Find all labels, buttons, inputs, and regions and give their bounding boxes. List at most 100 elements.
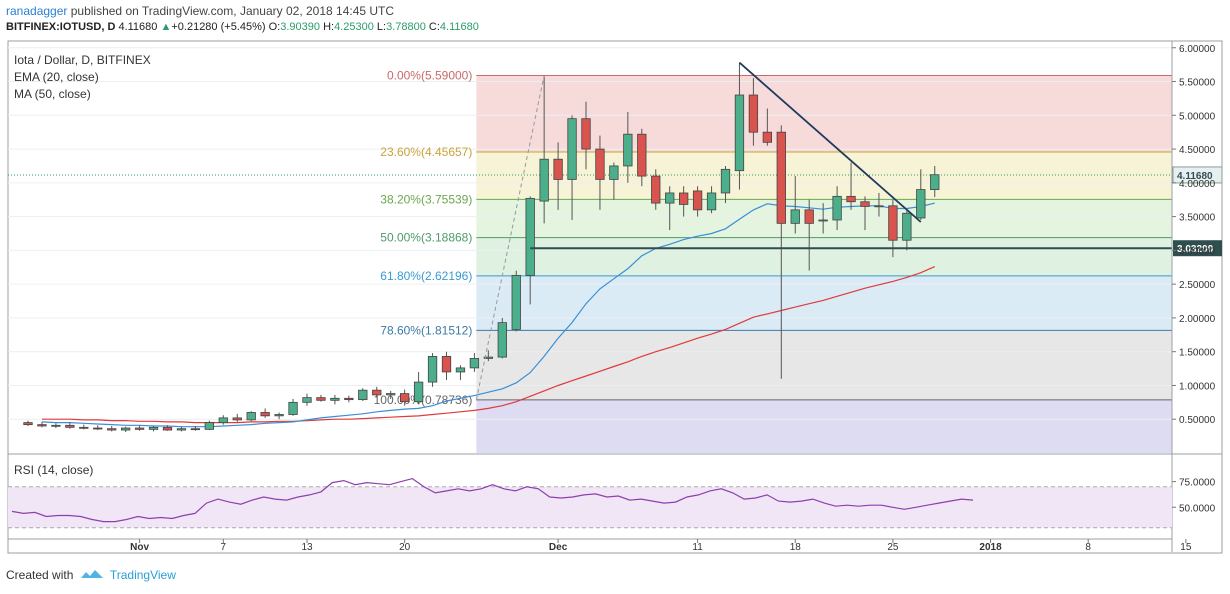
candle[interactable] <box>581 101 591 170</box>
candle[interactable] <box>679 186 689 217</box>
up-arrow-icon: ▲ <box>160 21 172 33</box>
candle[interactable] <box>455 365 466 381</box>
candle[interactable] <box>399 389 410 406</box>
candle[interactable] <box>776 125 786 379</box>
candle[interactable] <box>748 78 759 146</box>
candle-body-up <box>567 118 577 180</box>
candle[interactable] <box>107 425 117 432</box>
candle[interactable] <box>413 371 424 405</box>
candle[interactable] <box>916 169 926 220</box>
candle[interactable] <box>860 196 870 231</box>
candle[interactable] <box>330 394 340 405</box>
fib-zone <box>476 275 1173 331</box>
candle[interactable] <box>358 388 368 401</box>
y-tick-label: 5.00000 <box>1179 111 1216 122</box>
candle[interactable] <box>623 111 633 183</box>
candle-body-up <box>358 389 368 401</box>
candle[interactable] <box>79 424 89 430</box>
candle[interactable] <box>874 192 884 217</box>
tradingview-logo-icon[interactable] <box>80 569 103 580</box>
candle[interactable] <box>51 423 61 429</box>
change: +0.21280 (+5.45%) <box>171 21 266 33</box>
candle[interactable] <box>902 209 912 251</box>
candle-body-up <box>121 427 131 431</box>
candle[interactable] <box>930 165 940 198</box>
candle[interactable] <box>441 351 452 381</box>
candle[interactable] <box>246 411 256 422</box>
candle[interactable] <box>692 186 703 217</box>
candle[interactable] <box>804 199 814 271</box>
publisher-name[interactable]: ranadagger <box>6 4 68 18</box>
candle-body-down <box>37 424 47 427</box>
candle[interactable] <box>651 169 661 210</box>
candle[interactable] <box>762 108 772 146</box>
x-tick-label: 13 <box>301 542 313 553</box>
candle-body-down <box>679 192 689 205</box>
high-value: 4.25300 <box>334 21 374 33</box>
candle-body-up <box>734 94 745 172</box>
candle[interactable] <box>274 412 284 420</box>
fib-level-label: 50.00%(3.18868) <box>380 231 472 245</box>
candle[interactable] <box>483 350 494 362</box>
candle[interactable] <box>511 270 521 332</box>
tradingview-brand-link[interactable]: TradingView <box>109 568 176 582</box>
candle[interactable] <box>65 422 75 429</box>
candle-body-up <box>274 414 284 417</box>
candle-body-up <box>386 393 396 396</box>
ema20-line <box>41 202 935 428</box>
footer: Created with TradingView <box>6 568 176 582</box>
candle[interactable] <box>553 142 563 210</box>
candle[interactable] <box>344 395 354 403</box>
price-chart[interactable]: 0.00%(5.59000) 23.60%(4.45657) 38.20%(3.75… <box>0 0 1230 560</box>
candle-body-down <box>134 427 145 430</box>
fib-zone <box>476 75 1173 152</box>
candle[interactable] <box>204 420 215 431</box>
candle[interactable] <box>121 426 131 433</box>
candle[interactable] <box>497 317 507 359</box>
candle[interactable] <box>790 176 800 234</box>
candle[interactable] <box>609 162 619 200</box>
candle[interactable] <box>427 353 438 387</box>
candle[interactable] <box>190 425 201 431</box>
x-tick-label: 18 <box>790 542 802 553</box>
candle[interactable] <box>567 115 577 220</box>
candle[interactable] <box>176 426 187 432</box>
trendline[interactable] <box>738 61 922 223</box>
candle[interactable] <box>288 398 298 416</box>
candle[interactable] <box>23 420 33 426</box>
candle[interactable] <box>93 425 103 431</box>
candle[interactable] <box>832 186 842 231</box>
candle[interactable] <box>148 425 159 432</box>
candle[interactable] <box>37 421 47 428</box>
candle[interactable] <box>595 135 605 210</box>
candle-body-down <box>260 412 270 417</box>
candle[interactable] <box>386 390 396 399</box>
candle[interactable] <box>539 75 549 224</box>
candle[interactable] <box>846 162 856 210</box>
candle[interactable] <box>734 62 745 190</box>
candle[interactable] <box>162 425 173 431</box>
candle[interactable] <box>316 394 326 402</box>
candle[interactable] <box>818 203 828 234</box>
candle[interactable] <box>706 186 717 214</box>
candle[interactable] <box>372 386 382 398</box>
fib-level-label: 23.60%(4.45657) <box>380 145 472 159</box>
candle[interactable] <box>665 186 675 231</box>
y-tick-label: 3.50000 <box>1179 213 1216 224</box>
x-tick-label: 15 <box>1180 542 1192 553</box>
candle[interactable] <box>218 415 228 425</box>
candle-body-up <box>916 189 926 219</box>
candle[interactable] <box>260 408 270 418</box>
candle[interactable] <box>720 165 731 204</box>
rsi-line <box>11 477 974 523</box>
candle[interactable] <box>232 413 242 422</box>
candle[interactable] <box>302 393 312 406</box>
fib-anchor-line[interactable] <box>475 75 545 400</box>
candle[interactable] <box>469 353 480 372</box>
candle[interactable] <box>134 425 145 431</box>
candle[interactable] <box>637 128 647 187</box>
candle-body-down <box>692 190 703 211</box>
x-tick-label: 7 <box>221 542 227 553</box>
candle[interactable] <box>525 196 535 305</box>
candle-body-up <box>302 397 312 403</box>
